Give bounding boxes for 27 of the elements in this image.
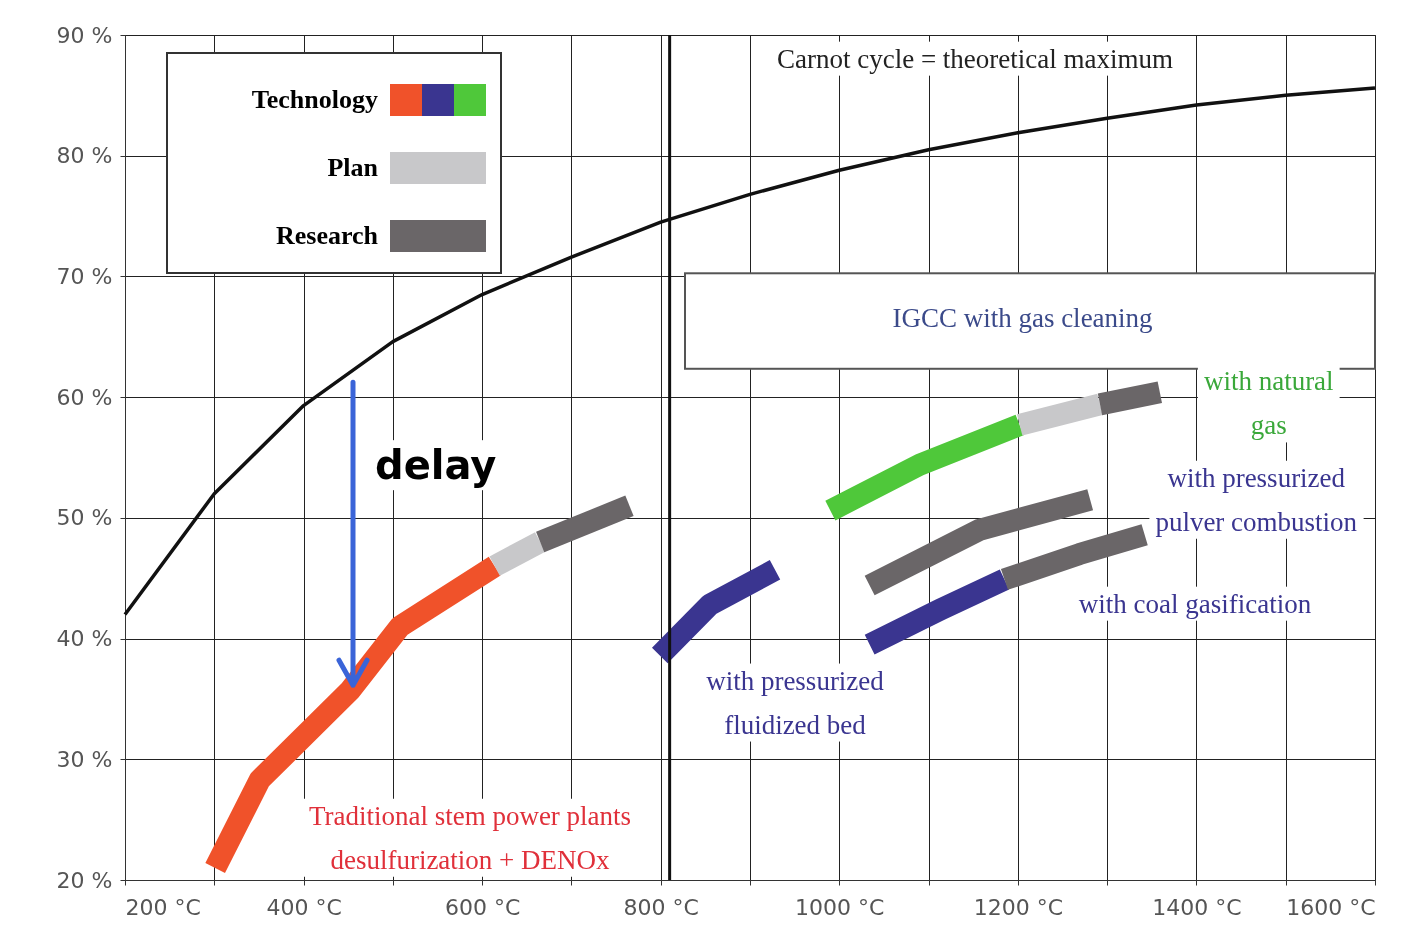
x-tick-label: 400 °C	[266, 894, 342, 920]
legend-label: Plan	[327, 153, 378, 183]
y-tick-label: 50 %	[56, 505, 113, 531]
y-tick-label: 90 %	[56, 22, 113, 48]
y-tick-label: 60 %	[56, 384, 113, 410]
x-tick-label: 600 °C	[444, 894, 521, 920]
annotation: with pressurized pulver combustion	[1155, 462, 1358, 537]
y-tick-label: 40 %	[56, 626, 113, 652]
legend-label: Technology	[251, 85, 378, 115]
x-tick-label: 1000 °C	[795, 894, 885, 920]
legend-label: Research	[275, 221, 378, 251]
annotation: delay	[375, 442, 497, 489]
x-tick-label: 200 °C	[125, 894, 201, 920]
annotation: Carnot cycle = theoretical maximum	[776, 43, 1174, 74]
annotation: Traditional stem power plants desulfurization + DENOx	[308, 800, 632, 875]
x-tick-label: 800 °C	[623, 894, 699, 920]
annotation: with natural gas	[1203, 366, 1334, 441]
y-tick-label: 20 %	[56, 867, 113, 893]
x-tick-label: 1200 °C	[973, 894, 1064, 920]
x-tick-label: 1600 °C	[1286, 894, 1376, 920]
y-tick-label: 30 %	[56, 746, 113, 772]
y-tick-label: 80 %	[56, 143, 113, 169]
annotation: with pressurized fluidized bed	[706, 665, 885, 740]
x-tick-label: 1400 °C	[1152, 894, 1242, 920]
annotation: IGCC with gas cleaning	[892, 303, 1153, 334]
y-tick-label: 70 %	[56, 263, 113, 289]
annotation: with coal gasification	[1078, 588, 1312, 619]
